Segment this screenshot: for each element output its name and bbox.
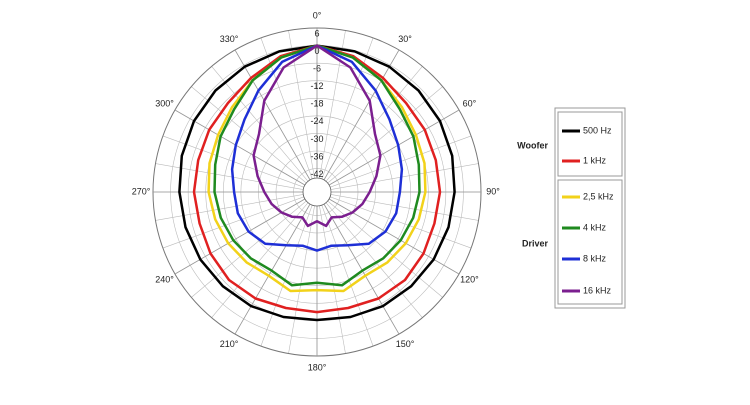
series-line [192,44,442,314]
series-line [252,44,382,228]
angle-tick-label: 90° [486,186,500,196]
spoke [327,86,443,184]
legend-label: 4 kHz [583,222,607,232]
angle-grid-line [328,109,460,186]
legend-group-box [557,179,623,305]
spoke [191,86,307,184]
angle-grid-line [323,203,400,335]
legend-label: 500 Hz [583,125,612,135]
spoke [162,196,304,249]
spoke [319,205,346,354]
spoke [330,163,479,190]
legend-label: 8 kHz [583,253,607,263]
angle-grid-line [328,198,460,275]
r-tick-label: 6 [314,28,319,38]
r-tick-label: -12 [310,81,323,91]
series-line [178,44,456,322]
r-tick-label: -24 [310,116,323,126]
spoke [155,194,304,221]
spoke [321,37,374,179]
angle-tick-label: 270° [132,186,151,196]
spoke [288,205,315,354]
legend-label: 1 kHz [583,155,607,165]
r-tick-label: -42 [310,169,323,179]
angle-tick-label: 300° [155,98,174,108]
angle-grid-line [174,198,306,275]
spoke [325,202,423,318]
spoke [288,30,315,179]
legend-group-label: Driver [522,238,549,248]
series-line [230,44,404,252]
spoke [260,205,313,347]
spoke [330,196,472,249]
angle-grid-line [174,109,306,186]
legend-group-box [557,111,623,177]
spoke [321,205,374,347]
angle-grid-line [234,203,311,335]
angle-grid-line [323,49,400,181]
spoke [327,200,443,298]
legend-frame [554,107,626,309]
legend-label: 2,5 kHz [583,191,614,201]
angle-tick-label: 240° [155,274,174,284]
spoke [211,202,309,318]
spoke [155,163,304,190]
r-tick-label: -6 [313,64,321,74]
r-tick-label: 0 [314,46,319,56]
center-hole [302,177,332,207]
spoke [260,37,313,179]
angle-tick-label: 60° [463,98,477,108]
angle-tick-label: 30° [398,34,412,44]
series-line [213,44,421,287]
series-line [207,44,427,293]
r-tick-label: -36 [310,151,323,161]
legend-label: 16 kHz [583,285,612,295]
r-tick-label: -18 [310,99,323,109]
angle-tick-label: 180° [308,362,327,372]
legend-group-label: Woofer [517,140,548,150]
spoke [319,30,346,179]
angle-tick-label: 120° [460,274,479,284]
r-tick-label: -30 [310,134,323,144]
angle-tick-label: 150° [396,339,415,349]
angle-tick-label: 0° [313,10,322,20]
spoke [191,200,307,298]
angle-grid-line [234,49,311,181]
angle-tick-label: 210° [220,339,239,349]
spoke [330,194,479,221]
angle-tick-label: 330° [220,34,239,44]
